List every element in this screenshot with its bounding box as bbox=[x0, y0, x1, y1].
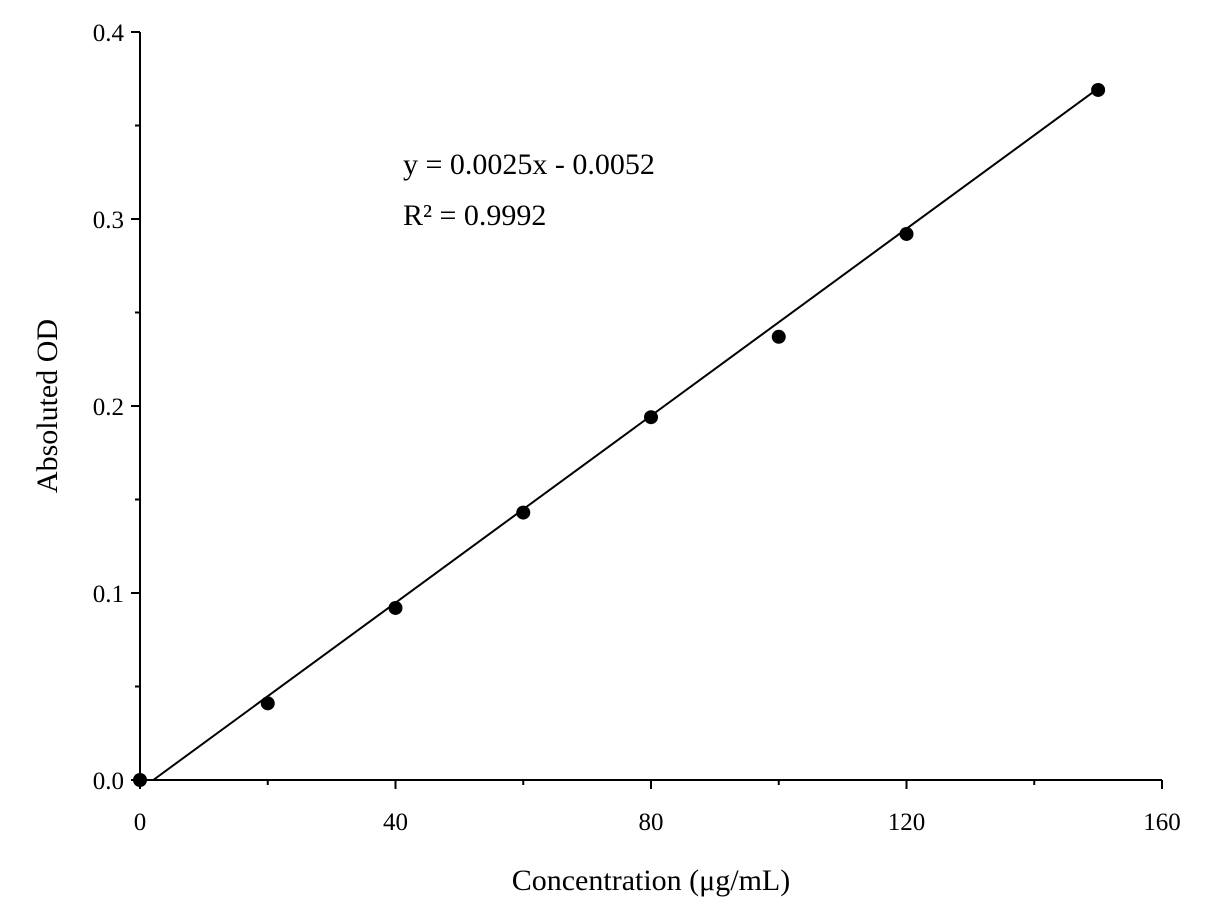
y-tick-label: 0.2 bbox=[93, 394, 124, 421]
equation: y = 0.0025x - 0.0052 bbox=[403, 148, 655, 181]
data-point bbox=[1091, 82, 1106, 97]
r-squared: R² = 0.9992 bbox=[403, 199, 546, 232]
fit-line bbox=[152, 87, 1099, 781]
data-point bbox=[260, 696, 275, 711]
data-point bbox=[644, 410, 658, 425]
x-tick-label: 40 bbox=[383, 809, 408, 836]
data-point bbox=[516, 505, 531, 520]
data-point bbox=[133, 773, 147, 787]
x-tick-label: 80 bbox=[639, 809, 664, 836]
y-tick-label: 0.1 bbox=[93, 581, 124, 608]
data-point bbox=[388, 600, 403, 615]
y-tick-label: 0.0 bbox=[93, 768, 124, 795]
x-tick-label: 160 bbox=[1143, 809, 1181, 836]
y-tick-label: 0.3 bbox=[93, 207, 124, 234]
y-tick-label: 0.4 bbox=[93, 20, 125, 47]
x-tick-label: 0 bbox=[134, 809, 147, 836]
y-axis-title: Absoluted OD bbox=[31, 319, 64, 493]
x-axis-title: Concentration (μg/mL) bbox=[512, 864, 791, 897]
data-point bbox=[771, 329, 786, 344]
data-point bbox=[899, 226, 914, 241]
x-tick-label: 120 bbox=[888, 809, 926, 836]
